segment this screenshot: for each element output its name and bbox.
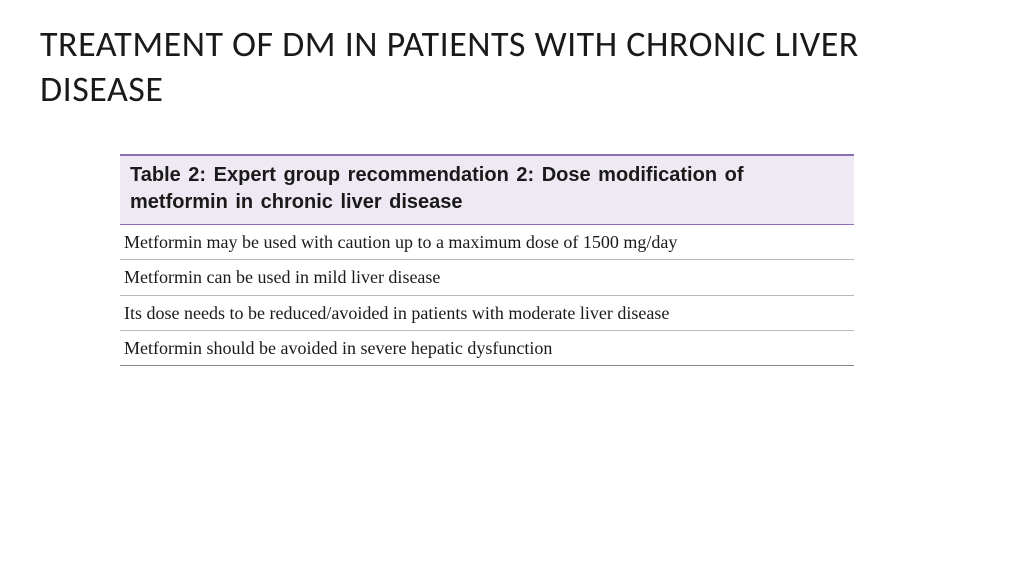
table-row: Metformin should be avoided in severe he… [120, 331, 854, 366]
page-title: TREATMENT OF DM IN PATIENTS WITH CHRONIC… [40, 22, 984, 112]
table-body: Metformin may be used with caution up to… [120, 225, 854, 366]
table-row: Its dose needs to be reduced/avoided in … [120, 296, 854, 331]
table-row: Metformin can be used in mild liver dise… [120, 260, 854, 295]
recommendation-table: Table 2: Expert group recommendation 2: … [120, 154, 854, 366]
table-row: Metformin may be used with caution up to… [120, 225, 854, 260]
table-header: Table 2: Expert group recommendation 2: … [120, 154, 854, 225]
table-header-text: Table 2: Expert group recommendation 2: … [130, 162, 844, 216]
